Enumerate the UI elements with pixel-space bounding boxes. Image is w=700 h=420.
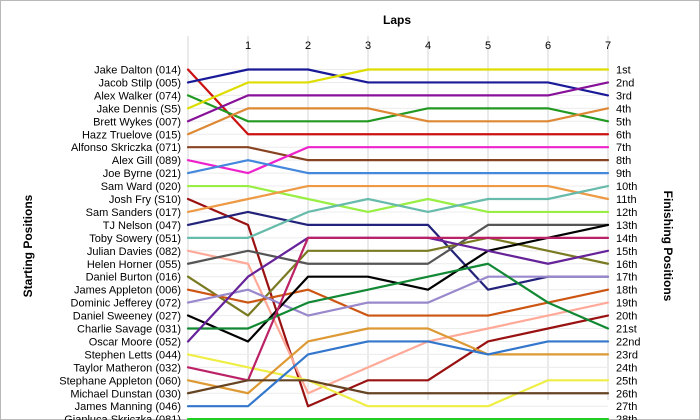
x-tick-label: 4 [425,40,431,52]
x-tick-label: 7 [605,40,611,52]
starting-position-label: Sam Sanders (017) [86,207,181,219]
starting-position-label: James Appleton (006) [74,285,181,297]
starting-position-label: Jacob Stilp (005) [98,77,181,89]
series-line-23 [186,353,610,408]
series-line-1 [186,68,610,136]
starting-position-label: Alex Walker (074) [94,90,181,102]
starting-position-label: Joe Byrne (021) [103,168,181,180]
starting-position-label: Josh Fry (S10) [109,194,181,206]
starting-position-label: Helen Horner (055) [87,259,181,271]
starting-position-label: Toby Sowery (051) [89,233,181,245]
finishing-position-label: 19th [616,298,637,310]
starting-position-label: Hazz Truelove (015) [82,129,181,141]
finishing-position-label: 3rd [616,90,632,102]
starting-position-label: Jake Dalton (014) [94,65,181,77]
starting-position-labels: Jake Dalton (014)Jacob Stilp (005)Alex W… [59,65,181,420]
finishing-position-label: 6th [616,129,631,141]
starting-position-label: Alex Gill (089) [112,155,181,167]
series-line-24 [186,236,610,382]
y-axis-right-label: Finishing Positions [661,191,675,302]
x-tick-labels: 1 2 3 4 5 6 7 [245,40,611,52]
finishing-position-label: 16th [616,259,637,271]
finishing-position-label: 23rd [616,349,638,361]
finishing-position-labels: 1st2nd3rd4th5th6th7th8th9th10th11th12th1… [616,65,640,420]
finishing-position-label: 10th [616,181,637,193]
finishing-position-label: 18th [616,285,637,297]
finishing-position-label: 20th [616,311,637,323]
starting-position-label: Stephen Letts (044) [84,349,181,361]
starting-position-label: Oscar Moore (052) [89,336,181,348]
starting-position-label: Brett Wykes (007) [93,116,181,128]
starting-position-label: Daniel Sweeney (027) [73,311,181,323]
finishing-position-label: 17th [616,272,637,284]
series-line-11 [186,197,610,408]
starting-position-label: TJ Nelson (047) [103,220,181,232]
series-line-4 [186,68,610,110]
starting-position-label: Charlie Savage (031) [77,324,181,336]
finishing-position-label: 15th [616,246,637,258]
series-line-12 [186,184,610,214]
series-line-26 [186,379,610,395]
finishing-position-label: 14th [616,233,637,245]
x-tick-label: 6 [545,40,551,52]
x-tick-label: 1 [245,40,251,52]
series-line-14 [186,184,610,239]
finishing-position-label: 2nd [616,77,634,89]
starting-position-label: Sam Ward (020) [101,181,181,193]
finishing-position-label: 9th [616,168,631,180]
x-tick-label: 2 [305,40,311,52]
finishing-position-label: 4th [616,103,631,115]
finishing-position-label: 25th [616,375,637,387]
starting-position-label: Alfonso Skriczka (071) [71,142,181,154]
finishing-position-label: 22nd [616,336,640,348]
finishing-position-label: 11th [616,194,637,206]
series-line-6 [186,107,610,136]
finishing-position-label: 28th [616,414,637,420]
series-line-21 [186,262,610,330]
series-line-15 [186,249,610,395]
finishing-position-label: 24th [616,362,637,374]
finishing-position-label: 27th [616,401,637,413]
finishing-position-label: 13th [616,220,637,232]
series-line-8 [186,146,610,175]
chart-title: Laps [383,13,411,27]
series-line-27 [186,340,610,408]
starting-position-label: Daniel Burton (016) [86,272,181,284]
series-line-25 [186,327,610,395]
x-tick-label: 3 [365,40,371,52]
starting-position-label: Stephane Appleton (060) [59,375,181,387]
starting-position-label: Julian Davies (082) [87,246,181,258]
series-line-19 [186,275,610,317]
series-line-17 [186,236,610,317]
starting-position-label: Gianluca Skriczka (081) [64,414,181,420]
starting-position-label: Michael Dunstan (030) [70,388,181,400]
finishing-position-label: 12th [616,207,637,219]
starting-position-label: Dominic Jefferey (072) [71,298,181,310]
series-line-18 [186,288,610,317]
finishing-position-label: 26th [616,388,637,400]
finishing-position-label: 5th [616,116,631,128]
series-lines [186,68,610,420]
series-line-5 [186,81,610,123]
series-line-9 [186,159,610,175]
starting-position-label: Jake Dennis (S5) [97,103,181,115]
series-line-13 [186,210,610,291]
x-tick-label: 5 [485,40,491,52]
series-line-2 [186,68,610,97]
series-line-7 [186,146,610,162]
series-line-16 [186,223,610,265]
finishing-position-label: 1st [616,65,631,77]
finishing-position-label: 8th [616,155,631,167]
finishing-position-label: 21st [616,324,637,336]
grid-lines [187,36,609,420]
finishing-position-label: 7th [616,142,631,154]
starting-position-label: James Manning (046) [75,401,181,413]
starting-position-label: Taylor Matheron (032) [73,362,181,374]
y-axis-left-label: Starting Positions [21,194,35,297]
